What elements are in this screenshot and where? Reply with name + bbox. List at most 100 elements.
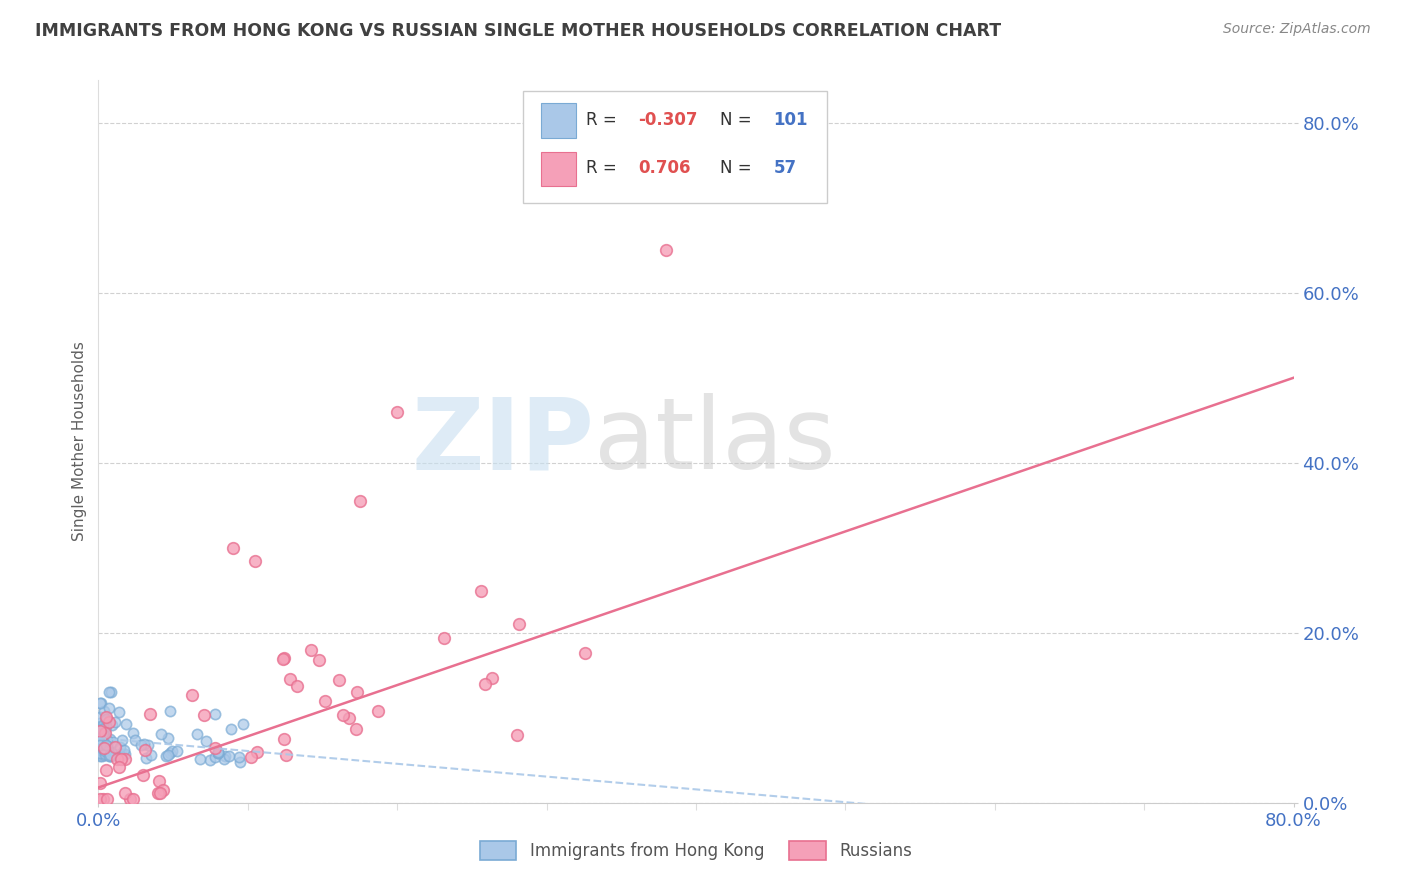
Point: [204, 741, 226, 756]
Point: [108, 749, 131, 764]
Point: [89, 738, 111, 752]
Point: [112, 743, 135, 757]
Point: [98, 732, 121, 747]
Text: Source: ZipAtlas.com: Source: ZipAtlas.com: [1223, 22, 1371, 37]
Point: [228, 750, 250, 764]
Point: [97, 748, 120, 763]
Point: [108, 747, 131, 762]
Point: [108, 739, 131, 754]
Point: [273, 731, 295, 746]
Point: [129, 738, 152, 752]
Point: [104, 740, 127, 755]
Point: [385, 405, 409, 419]
Point: [337, 711, 360, 725]
Point: [98, 749, 121, 764]
Point: [108, 748, 131, 763]
Point: [90, 721, 112, 735]
Point: [232, 717, 254, 731]
Point: [228, 755, 250, 769]
Point: [204, 707, 226, 722]
Point: [90, 739, 112, 753]
Point: [285, 680, 308, 694]
Point: [94, 726, 117, 740]
Point: [96, 712, 118, 726]
Point: [276, 747, 298, 762]
Point: [139, 707, 162, 722]
Point: [96, 733, 118, 747]
Point: [349, 494, 371, 508]
Point: [90, 696, 112, 710]
Point: [98, 715, 121, 730]
Point: [159, 705, 181, 719]
Point: [308, 653, 330, 667]
Point: [98, 748, 121, 763]
Point: [96, 791, 118, 805]
Point: [214, 752, 236, 766]
Point: [89, 710, 111, 724]
Point: [239, 750, 262, 764]
Point: [93, 739, 115, 753]
Point: [186, 727, 208, 741]
Point: [89, 791, 111, 805]
Point: [655, 244, 678, 258]
Text: -0.307: -0.307: [638, 111, 699, 129]
FancyBboxPatch shape: [541, 103, 576, 138]
Point: [114, 747, 136, 761]
Point: [91, 718, 114, 732]
Text: N =: N =: [720, 111, 756, 129]
Point: [204, 750, 226, 764]
Text: atlas: atlas: [595, 393, 837, 490]
Text: IMMIGRANTS FROM HONG KONG VS RUSSIAN SINGLE MOTHER HOUSEHOLDS CORRELATION CHART: IMMIGRANTS FROM HONG KONG VS RUSSIAN SIN…: [35, 22, 1001, 40]
Point: [139, 747, 162, 762]
Point: [93, 729, 115, 743]
Point: [114, 786, 136, 800]
Point: [506, 728, 529, 742]
Point: [93, 739, 115, 753]
Point: [111, 733, 134, 747]
Point: [222, 541, 245, 555]
Point: [90, 729, 112, 743]
Point: [574, 646, 596, 660]
Point: [89, 735, 111, 749]
Point: [111, 747, 134, 762]
Point: [122, 791, 145, 805]
Point: [89, 716, 111, 731]
Point: [474, 677, 496, 691]
Point: [93, 705, 115, 719]
Point: [344, 722, 367, 736]
Point: [93, 723, 115, 737]
Point: [98, 685, 121, 699]
Point: [98, 749, 121, 764]
Point: [90, 734, 112, 748]
Point: [159, 746, 181, 760]
Text: N =: N =: [720, 160, 756, 178]
Point: [188, 751, 211, 765]
Point: [207, 746, 229, 760]
FancyBboxPatch shape: [541, 152, 576, 186]
Point: [245, 553, 267, 567]
Point: [346, 684, 368, 698]
Point: [118, 791, 141, 805]
Point: [195, 734, 218, 748]
Point: [91, 725, 114, 739]
Point: [136, 738, 159, 752]
Point: [96, 739, 118, 753]
Point: [91, 791, 114, 805]
Point: [271, 651, 294, 665]
Point: [134, 737, 156, 751]
Point: [181, 689, 204, 703]
Point: [93, 746, 115, 760]
FancyBboxPatch shape: [523, 91, 827, 203]
Point: [481, 671, 503, 685]
Point: [89, 724, 111, 739]
Point: [367, 704, 389, 718]
Point: [246, 745, 269, 759]
Point: [91, 735, 114, 749]
Point: [100, 685, 122, 699]
Point: [89, 746, 111, 760]
Point: [94, 718, 117, 732]
Point: [108, 760, 131, 774]
Point: [219, 722, 242, 736]
Point: [314, 694, 336, 708]
Text: 101: 101: [773, 111, 808, 129]
